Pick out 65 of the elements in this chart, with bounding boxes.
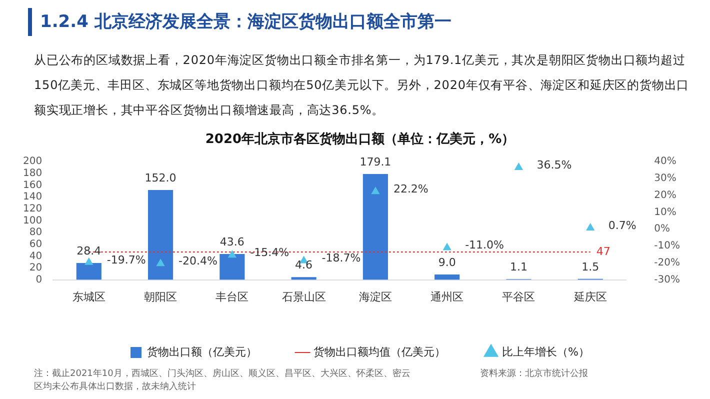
y-tick-label: 40 [29,250,42,262]
point [228,250,236,258]
legend-label: 货物出口额（亿美元） [147,345,258,358]
text: 资料来源：北京市统计公报 [480,368,589,381]
x-tick-label: 海淀区 [358,290,392,304]
x-tick-label: 平谷区 [502,290,536,304]
data-label: -18.7% [322,252,361,265]
y2-tick-label: -30% [654,274,680,286]
y2-tick-label: -20% [654,258,680,269]
bar [362,174,388,280]
data-label: 43.6 [220,235,244,248]
point [514,163,523,170]
data-label: 28.4 [76,244,102,258]
bar [220,254,245,280]
data-label: -11.0% [465,238,504,252]
data-label: -20.4% [178,254,218,268]
y2-tick-label: 30% [654,173,676,184]
data-label: -15.4% [250,246,290,260]
x-tick-label: 朝阳区 [144,290,178,304]
data-label: 22.2% [393,182,428,196]
legend-label: 货物出口额均值（亿美元） [314,345,446,358]
y2-tick-label: 20% [654,190,676,201]
point [371,187,380,194]
y-tick-label: 160 [22,180,42,191]
data-label: -19.7% [106,253,146,266]
y2-tick-label: 10% [654,206,676,218]
data-label: 1.5 [582,260,600,274]
bar [148,190,174,280]
y-tick-label: 60 [29,238,42,250]
data-label: 179.1 [360,155,392,168]
y-tick-label: 200 [22,156,42,168]
point [156,259,165,266]
data-label: 152.0 [144,171,176,184]
y-tick-label: 120 [22,203,42,214]
y2-tick-label: 40% [654,156,676,168]
legend-label: 比上年增长（%） [502,345,590,358]
text: 1.2.4 北京经济发展全景：海淀区货物出口额全市第一 [28,8,452,36]
bar [434,274,460,280]
y-tick-label: 0 [36,274,42,286]
x-tick-label: 延庆区 [572,290,607,304]
y-tick-label: 20 [29,262,42,274]
y-tick-label: 140 [22,192,42,203]
y2-tick-label: -10% [654,240,680,252]
bar [76,263,102,280]
bar [291,277,316,280]
data-label: 0.7% [608,218,636,232]
text: 从已公布的区域数据上看，2020年海淀区货物出口额全市排名第一，为179.1亿美元，其次是朝阳区货物出口额均超过150亿美元、丰田区、东城区等地货物出口额均在50亿美元以下。另外，2020年仅有平谷、海淀区和延庆区的货物出口额实现正增长，其中平谷区货物出口额增速最高，高达36.5%。 [34,52,690,119]
point [443,243,452,250]
x-tick-label: 东城区 [72,290,106,304]
data-label: 9.0 [438,256,456,269]
x-tick-label: 石景山区 [282,290,326,304]
point [586,223,594,230]
data-label: 47 [596,244,610,258]
y-tick-label: 100 [22,215,42,226]
data-label: 36.5% [536,158,572,172]
x-tick-label: 丰台区 [216,290,249,304]
chart-title: 2020年北京市各区货物出口额（单位：亿美元，%） [205,131,515,148]
text: 注：截止2021年10月，西城区、门头沟区、房山区、顺义区、昌平区、大兴区、怀柔区、密云区均未公布具体出口数据，故未纳入统计 [34,368,412,394]
x-tick-label: 通州区 [430,290,464,304]
y-tick-label: 80 [29,227,42,238]
y-tick-label: 180 [22,168,42,180]
y2-tick-label: 0% [654,224,670,235]
point [84,258,93,265]
data-label: 4.6 [295,258,313,272]
data-label: 1.1 [510,260,528,274]
